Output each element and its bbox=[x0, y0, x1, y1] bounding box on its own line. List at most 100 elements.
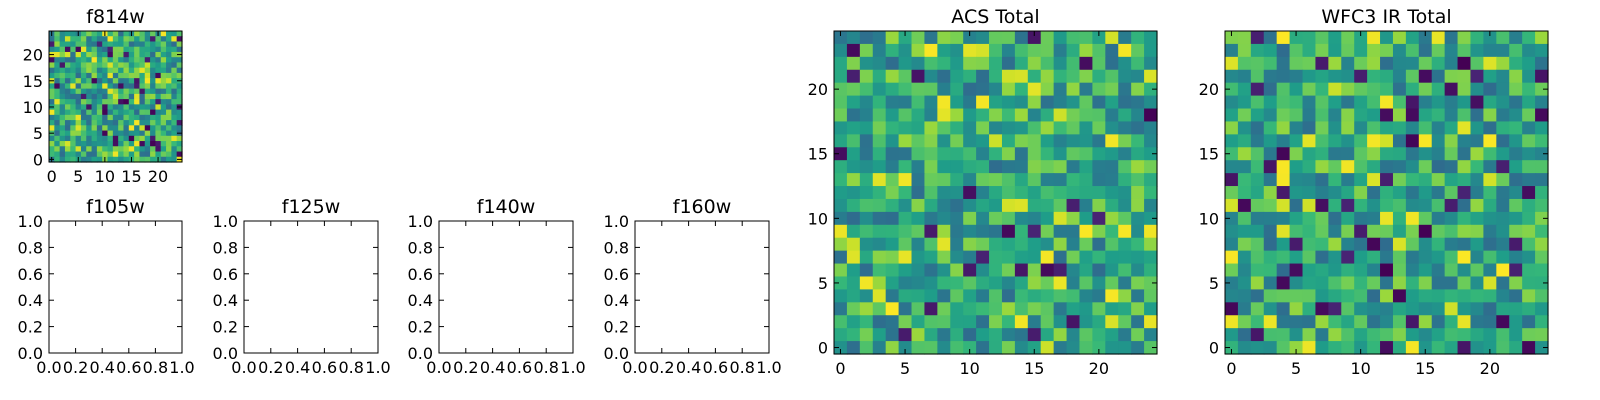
heatmap-cell bbox=[59, 51, 66, 58]
heatmap-cell bbox=[859, 211, 874, 226]
heatmap-cell bbox=[1470, 134, 1484, 148]
heatmap-cell bbox=[1405, 250, 1420, 265]
heatmap-cell bbox=[1092, 315, 1106, 329]
heatmap-cell bbox=[112, 83, 119, 90]
heatmap-cell bbox=[1496, 237, 1510, 252]
heatmap-cell bbox=[96, 78, 103, 84]
heatmap-cell bbox=[937, 95, 951, 110]
heatmap-cell bbox=[937, 276, 951, 290]
heatmap-cell bbox=[1001, 263, 1016, 278]
heatmap-cell bbox=[96, 93, 103, 100]
heatmap-cell bbox=[80, 62, 87, 69]
heatmap-cell bbox=[160, 31, 167, 37]
heatmap-cell bbox=[1380, 289, 1394, 303]
heatmap-cell bbox=[1053, 82, 1068, 97]
heatmap-cell bbox=[1092, 237, 1106, 252]
heatmap-cell bbox=[1405, 289, 1420, 303]
heatmap-cell bbox=[1225, 186, 1239, 200]
heatmap-cell bbox=[1144, 263, 1158, 278]
heatmap-cell bbox=[1289, 173, 1304, 187]
heatmap-cell bbox=[1289, 134, 1304, 148]
heatmap-cell bbox=[898, 186, 913, 200]
heatmap-cell bbox=[1053, 43, 1068, 58]
heatmap-cell bbox=[1263, 276, 1278, 290]
heatmap-cell bbox=[1405, 108, 1420, 123]
heatmap-cell bbox=[1250, 43, 1265, 58]
heatmap-cell bbox=[1457, 121, 1472, 135]
heatmap-cell bbox=[70, 41, 77, 48]
heatmap-cell bbox=[1522, 56, 1536, 71]
heatmap-cell bbox=[1289, 328, 1304, 342]
heatmap-cell bbox=[1066, 315, 1081, 329]
heatmap-cell bbox=[1380, 315, 1394, 329]
heatmap-cell bbox=[1380, 198, 1394, 213]
heatmap-cell bbox=[1354, 211, 1368, 226]
heatmap-cell bbox=[112, 114, 119, 121]
heatmap-cell bbox=[1483, 108, 1497, 123]
heatmap-cell bbox=[123, 93, 130, 100]
heatmap-cell bbox=[1418, 56, 1433, 71]
heatmap-cell bbox=[1014, 43, 1029, 58]
heatmap-cell bbox=[91, 88, 98, 95]
heatmap-cell bbox=[59, 67, 66, 74]
heatmap-cell bbox=[872, 134, 887, 148]
heatmap-cell bbox=[49, 36, 55, 43]
heatmap-cell bbox=[885, 147, 900, 161]
heatmap-cell bbox=[54, 120, 61, 126]
heatmap-cell bbox=[1079, 250, 1093, 265]
heatmap-cell bbox=[1105, 237, 1119, 252]
heatmap-cell bbox=[1315, 121, 1329, 135]
heatmap-cell bbox=[1496, 186, 1510, 200]
heatmap-cell bbox=[1263, 224, 1278, 239]
heatmap-cell bbox=[86, 67, 93, 74]
heatmap-cell bbox=[64, 31, 71, 37]
heatmap-cell bbox=[1066, 198, 1081, 213]
heatmap-cell bbox=[128, 141, 135, 147]
heatmap-cell bbox=[937, 147, 951, 161]
heatmap-cell bbox=[1522, 108, 1536, 123]
heatmap-cell bbox=[834, 147, 848, 161]
heatmap-cell bbox=[160, 72, 167, 79]
heatmap-cell bbox=[1509, 186, 1523, 200]
heatmap-cell bbox=[1001, 121, 1016, 135]
heatmap-cell bbox=[1079, 237, 1093, 252]
heatmap-cell bbox=[75, 114, 82, 121]
heatmap-cell bbox=[1509, 198, 1523, 213]
heatmap-cell bbox=[924, 250, 938, 265]
heatmap-cell bbox=[1405, 147, 1420, 161]
heatmap-cell bbox=[1118, 147, 1132, 161]
heatmap-cell bbox=[1392, 160, 1407, 174]
heatmap-cell bbox=[898, 108, 913, 123]
heatmap-cell bbox=[911, 31, 926, 45]
y-tick-label: 0.2 bbox=[604, 318, 629, 337]
heatmap-cell bbox=[1315, 56, 1329, 71]
y-tick-label: 20 bbox=[808, 80, 828, 99]
heatmap-cell bbox=[102, 36, 109, 43]
heatmap-cell bbox=[976, 43, 990, 58]
heatmap-cell bbox=[898, 198, 913, 213]
heatmap-cell bbox=[128, 130, 135, 137]
heatmap-cell bbox=[128, 78, 135, 84]
heatmap-cell bbox=[1250, 69, 1265, 84]
heatmap-cell bbox=[1250, 302, 1265, 316]
heatmap-cell bbox=[1522, 211, 1536, 226]
heatmap-cell bbox=[75, 72, 82, 79]
heatmap-cell bbox=[64, 130, 71, 137]
heatmap-cell bbox=[176, 72, 183, 79]
heatmap-cell bbox=[1405, 43, 1420, 58]
heatmap-cell bbox=[1535, 160, 1549, 174]
heatmap-cell bbox=[107, 104, 114, 111]
heatmap-cell bbox=[123, 146, 130, 153]
heatmap-cell bbox=[885, 82, 900, 97]
heatmap-cell bbox=[950, 341, 964, 355]
heatmap-cell bbox=[1118, 173, 1132, 187]
heatmap-cell bbox=[950, 82, 964, 97]
heatmap-cell bbox=[885, 56, 900, 71]
heatmap-cell bbox=[911, 108, 926, 123]
heatmap-cell bbox=[1001, 134, 1016, 148]
heatmap-cell bbox=[1496, 211, 1510, 226]
heatmap-cell bbox=[1027, 198, 1042, 213]
heatmap-cell bbox=[107, 135, 114, 142]
heatmap-cell bbox=[75, 78, 82, 84]
heatmap-cell bbox=[1431, 160, 1446, 174]
